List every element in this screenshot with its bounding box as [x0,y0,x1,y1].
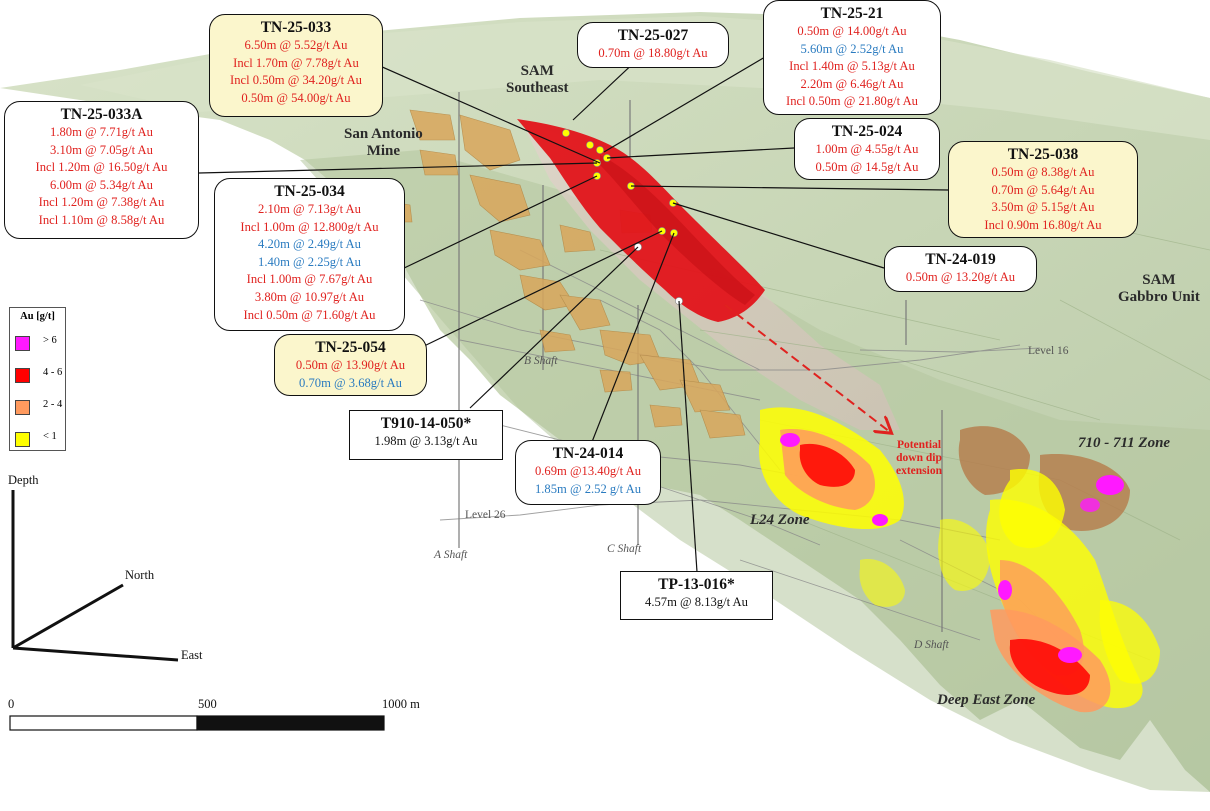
intercept-row: 6.50m @ 5.52g/t Au [244,38,348,52]
intercept-row: 1.85m @ 2.52 g/t Au [534,481,642,496]
callout-tn-24-019: TN-24-019 0.50m @ 13.20g/t Au [884,246,1037,292]
legend-label: < 1 [43,431,57,442]
intercept-row: 2.10m @ 7.13g/t Au [258,202,361,216]
intercept-row: Incl 1.00m @ 7.67g/t Au [246,272,373,287]
callout-title: T910-14-050* [380,415,472,432]
intercept-row: Incl 1.10m @ 8.58g/t Au [38,212,165,227]
callout-title: TN-25-033A [60,106,143,123]
intercept-row: 1.98m @ 3.13g/t Au [374,434,478,448]
intercept-row: 5.60m @ 2.52g/t Au [800,41,904,56]
legend-swatch [15,432,30,447]
intercept-row: Incl 1.20m @ 7.38g/t Au [38,195,165,210]
label-b-shaft: B Shaft [524,355,558,367]
intercept-row: Incl 1.20m @ 16.50g/t Au [35,160,168,175]
scale-label-500: 500 [198,697,217,711]
label-san-antonio-mine: San Antonio Mine [344,126,423,159]
grade-legend: Au [g/t] > 6 4 - 6 2 - 4 < 1 [9,307,66,451]
legend-label: 4 - 6 [43,367,63,378]
callout-title: TN-24-014 [552,445,624,462]
intercept-row: 3.10m @ 7.05g/t Au [50,142,153,157]
callout-tn-25-033: TN-25-033 6.50m @ 5.52g/t Au Incl 1.70m … [209,14,383,117]
intercept-row: 3.50m @ 5.15g/t Au [991,200,1095,215]
intercept-row: 0.50m @ 8.38g/t Au [991,165,1095,179]
callout-title: TN-25-024 [831,123,903,140]
grade-shells [759,407,1160,713]
callout-tn-25-024: TN-25-024 1.00m @ 4.55g/t Au 0.50m @ 14.… [794,118,940,180]
label-c-shaft: C Shaft [607,543,642,555]
label-sam-southeast: SAM Southeast [506,63,569,96]
legend-label: 2 - 4 [43,399,63,410]
axis-label-east: East [181,648,203,662]
legend-swatch [15,368,30,383]
intercept-row: 0.50m @ 13.90g/t Au [295,358,406,372]
callout-title: TN-25-033 [260,19,332,36]
intercept-row: 4.57m @ 8.13g/t Au [645,595,748,609]
intercept-row: 1.40m @ 2.25g/t Au [258,254,361,269]
legend-label: > 6 [43,335,57,346]
intercept-row: 0.70m @ 5.64g/t Au [991,182,1095,197]
scale-bar [9,715,385,731]
intercept-row: Incl 0.90m 16.80g/t Au [984,217,1102,232]
legend-swatch [15,400,30,415]
callout-title: TN-25-034 [274,183,345,200]
intercept-row: 0.50m @ 14.5g/t Au [815,159,919,174]
intercept-row: 6.00m @ 5.34g/t Au [50,177,153,192]
intercept-row: 1.00m @ 4.55g/t Au [815,142,919,156]
callout-title: TN-25-038 [1007,146,1079,163]
label-level-16: Level 16 [1028,345,1069,357]
intercept-row: 0.70m @ 3.68g/t Au [299,375,402,390]
callout-title: TN-25-027 [617,27,689,44]
callout-tn-25-033a: TN-25-033A 1.80m @ 7.71g/t Au 3.10m @ 7.… [4,101,199,239]
gabbro-lower-sheet [300,150,1210,792]
callout-tn-25-21: TN-25-21 0.50m @ 14.00g/t Au 5.60m @ 2.5… [763,0,941,115]
callout-tn-25-054: TN-25-054 0.50m @ 13.90g/t Au 0.70m @ 3.… [274,334,427,396]
label-sam-gabbro-unit: SAM Gabbro Unit [1118,272,1200,305]
intercept-row: 2.20m @ 6.46g/t Au [800,76,904,91]
callout-title: TN-25-21 [820,5,884,22]
intercept-row: Incl 0.50m @ 71.60g/t Au [243,307,376,322]
sam-southeast-shading [600,155,755,305]
callout-title: TN-25-054 [315,339,386,356]
historic-ore-lenses [379,109,746,439]
callout-tn-25-027: TN-25-027 0.70m @ 18.80g/t Au [577,22,729,68]
scale-label-1000m: 1000 m [382,697,420,711]
callout-title: TP-13-016* [658,576,735,593]
label-down-dip-extension: Potential down dip extension [896,439,942,477]
axis-label-depth: Depth [8,473,39,487]
legend-title: Au [g/t] [20,311,55,322]
scale-label-zero: 0 [8,697,15,711]
intercept-row: 0.50m @ 54.00g/t Au [241,90,351,105]
intercept-row: 0.69m @13.40g/t Au [534,464,642,478]
intercept-row: 1.80m @ 7.71g/t Au [50,125,153,139]
intercept-row: Incl 0.50m @ 21.80g/t Au [786,94,918,109]
intercept-row: Incl 1.40m @ 5.13g/t Au [789,59,915,74]
label-a-shaft: A Shaft [434,549,468,561]
down-dip-arrow [724,304,890,432]
intercept-row: 0.50m @ 14.00g/t Au [797,24,907,38]
label-d-shaft: D Shaft [914,639,949,651]
leader-lines [198,56,949,573]
label-l24-zone: L24 Zone [750,512,810,528]
label-deep-east-zone: Deep East Zone [937,692,1036,708]
orientation-axes [11,490,179,662]
intercept-row: 0.50m @ 13.20g/t Au [905,270,1016,284]
label-710-711-zone: 710 - 711 Zone [1078,435,1171,451]
intercept-row: Incl 0.50m @ 34.20g/t Au [230,73,362,88]
callout-tn-25-038: TN-25-038 0.50m @ 8.38g/t Au 0.70m @ 5.6… [948,141,1138,238]
intercept-row: 4.20m @ 2.49g/t Au [258,237,361,252]
intercept-row: Incl 1.00m @ 12.800g/t Au [240,219,379,234]
intercept-row: 0.70m @ 18.80g/t Au [598,46,708,60]
intercept-row: 3.80m @ 10.97g/t Au [254,289,365,304]
legend-swatch [15,336,30,351]
label-level-26: Level 26 [465,509,506,521]
callout-title: TN-24-019 [925,251,996,268]
callout-t910-14-050: T910-14-050* 1.98m @ 3.13g/t Au [349,410,503,460]
callout-tn-25-034: TN-25-034 2.10m @ 7.13g/t Au Incl 1.00m … [214,178,405,331]
callout-tn-24-014: TN-24-014 0.69m @13.40g/t Au 1.85m @ 2.5… [515,440,661,505]
axis-label-north: North [125,568,155,582]
callout-tp-13-016: TP-13-016* 4.57m @ 8.13g/t Au [620,571,773,620]
intercept-row: Incl 1.70m @ 7.78g/t Au [233,55,359,70]
